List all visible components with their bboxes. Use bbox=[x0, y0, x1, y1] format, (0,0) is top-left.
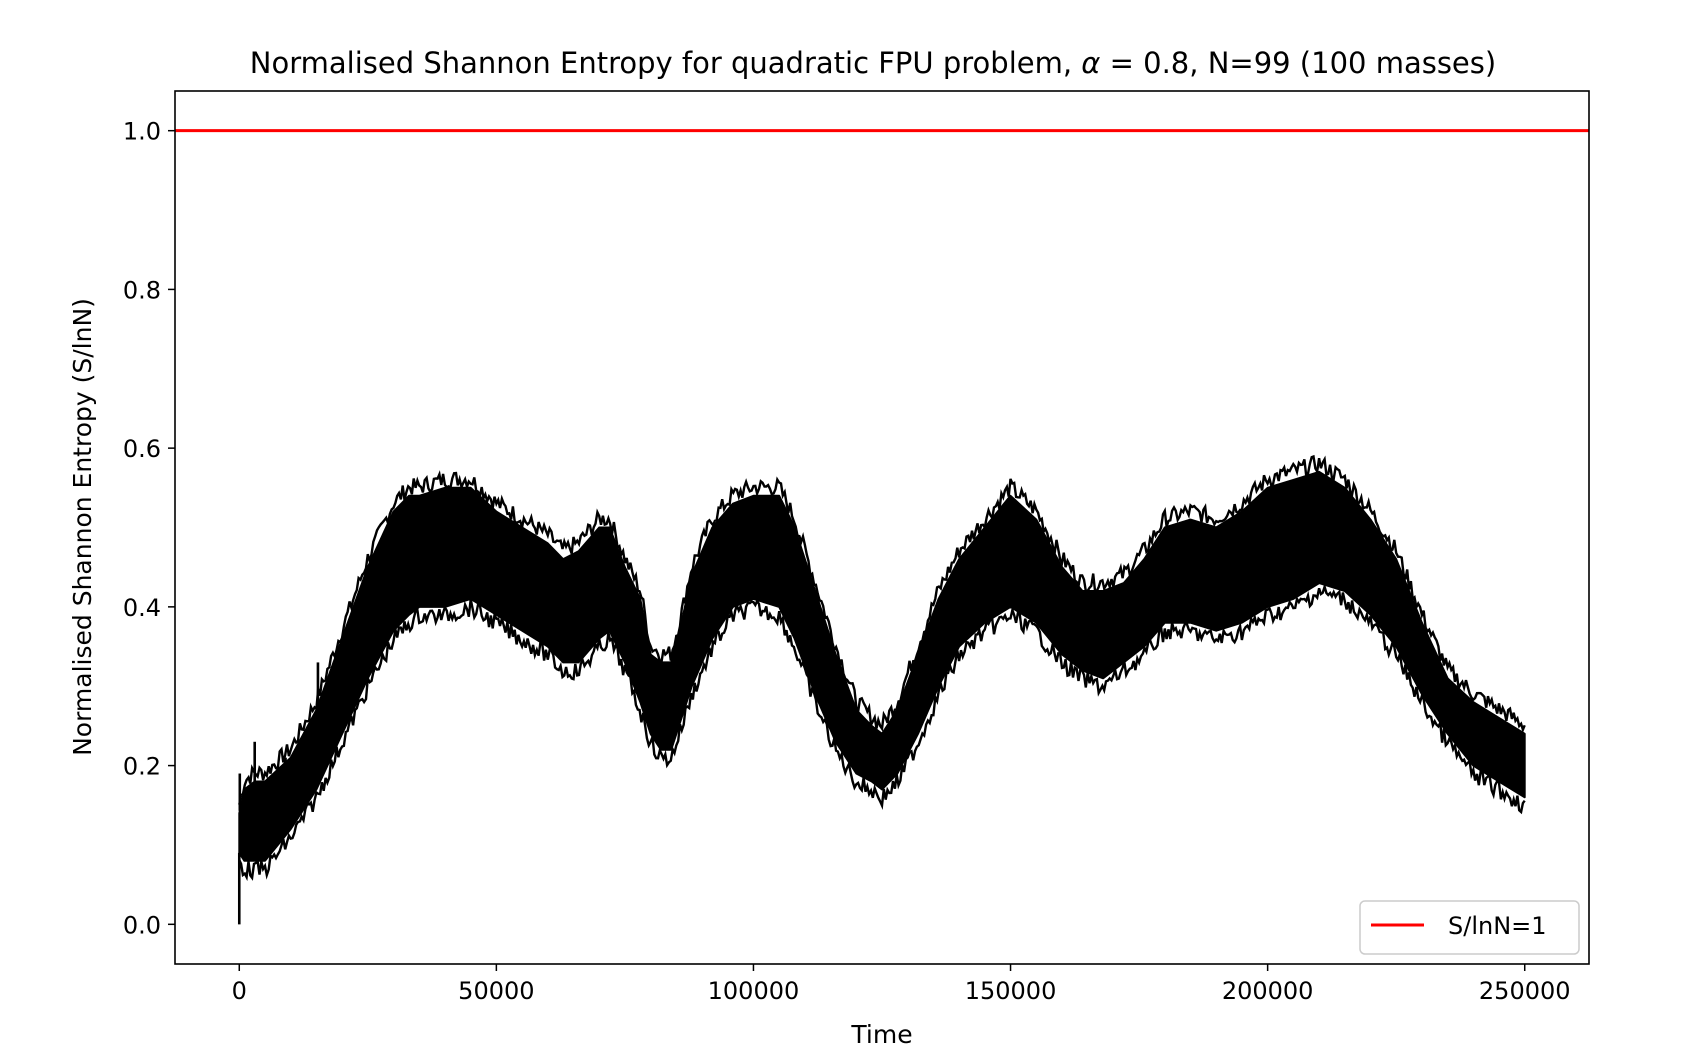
x-tick-label: 250000 bbox=[1479, 977, 1571, 1005]
legend-box bbox=[1359, 900, 1580, 955]
x-tick-label: 100000 bbox=[708, 977, 800, 1005]
x-tick-label: 50000 bbox=[458, 977, 534, 1005]
plot-area bbox=[175, 129, 1589, 925]
y-axis-label: Normalised Shannon Entropy (S/lnN) bbox=[68, 298, 97, 756]
x-axis-ticks: 0 50000 100000 150000 200000 250000 bbox=[232, 964, 1571, 1005]
chart-title-suffix: = 0.8, N=99 (100 masses) bbox=[1100, 46, 1496, 80]
y-axis-ticks: 0.0 0.2 0.4 0.6 0.8 1.0 bbox=[123, 118, 175, 939]
data-band-layer bbox=[237, 454, 1526, 925]
x-tick-label: 0 bbox=[232, 977, 247, 1005]
chart-title-symbol: α bbox=[1081, 46, 1100, 80]
x-tick-label: 150000 bbox=[965, 977, 1057, 1005]
y-tick-label: 0.4 bbox=[123, 594, 161, 622]
chart-title: Normalised Shannon Entropy for quadratic… bbox=[250, 46, 1496, 80]
chart-title-prefix: Normalised Shannon Entropy for quadratic… bbox=[250, 46, 1082, 80]
entropy-band-lower-edge bbox=[238, 582, 1526, 882]
y-tick-label: 1.0 bbox=[123, 118, 161, 146]
y-tick-label: 0.6 bbox=[123, 435, 161, 463]
legend-entry-label: S/lnN=1 bbox=[1448, 912, 1547, 940]
y-tick-label: 0.8 bbox=[123, 276, 161, 304]
x-tick-label: 200000 bbox=[1222, 977, 1314, 1005]
y-tick-label: 0.2 bbox=[123, 753, 161, 781]
x-axis-label: Time bbox=[850, 1020, 912, 1049]
y-tick-label: 0.0 bbox=[123, 911, 161, 939]
legend: S/lnN=1 bbox=[1359, 900, 1580, 955]
entropy-band-upper-edge bbox=[238, 454, 1526, 805]
axes-frame bbox=[174, 90, 1590, 965]
